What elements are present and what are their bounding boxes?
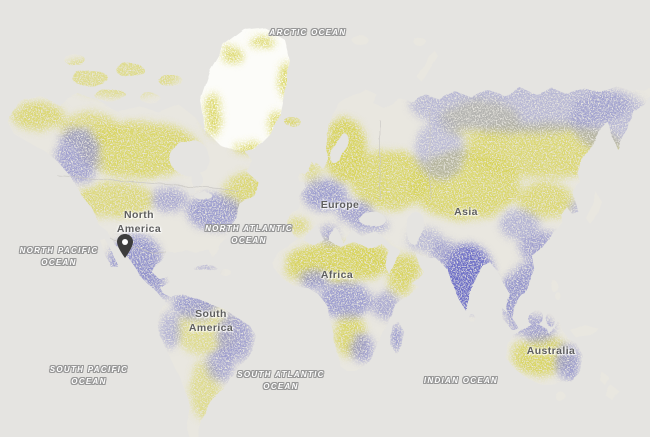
pin-icon xyxy=(117,234,133,258)
inland-seas xyxy=(170,133,424,244)
data-overlay-layer xyxy=(12,36,650,420)
map-marker-pin[interactable] xyxy=(116,233,134,259)
